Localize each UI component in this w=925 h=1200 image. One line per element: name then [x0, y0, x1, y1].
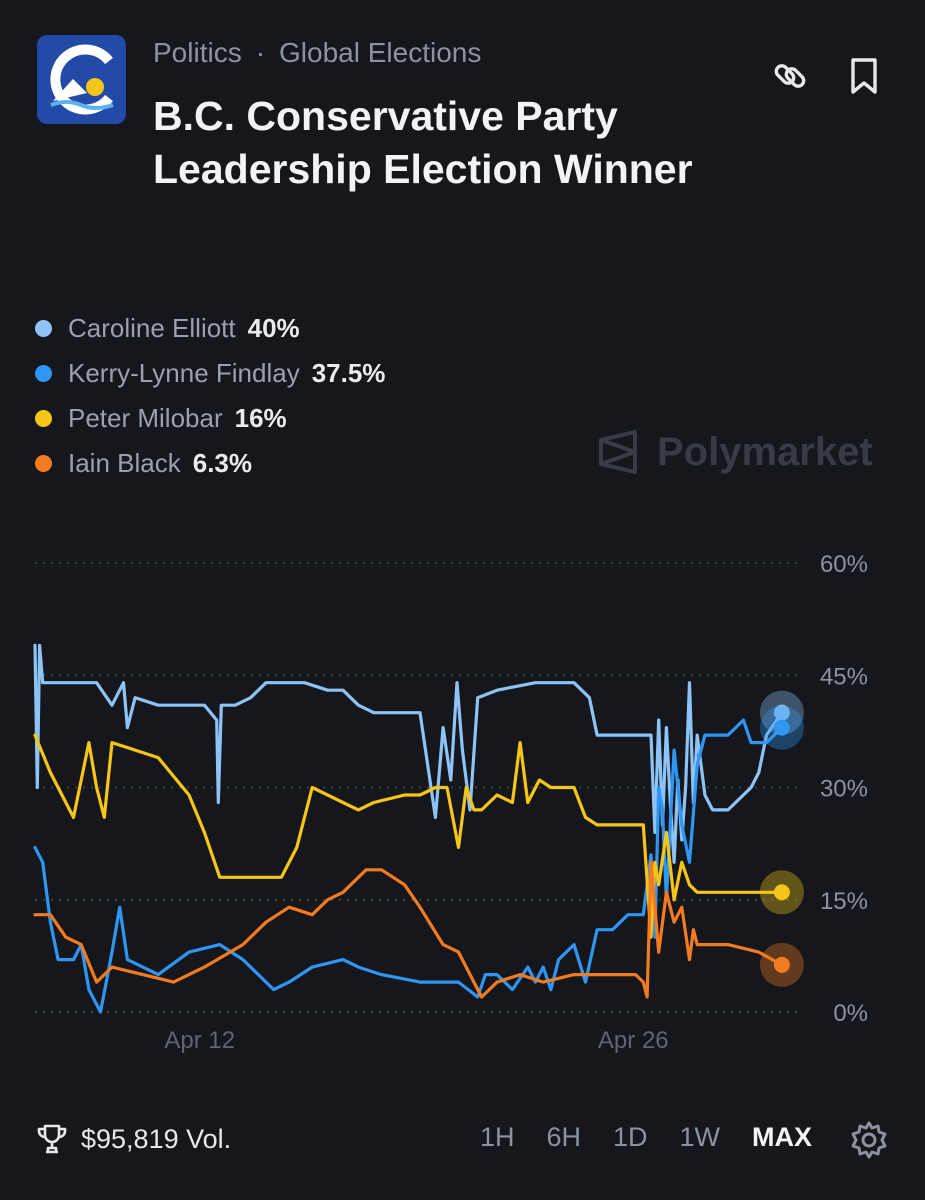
legend-percent: 16% — [234, 403, 287, 433]
legend-percent: 40% — [247, 313, 300, 343]
series-end-marker — [773, 956, 790, 973]
series-end-marker — [773, 704, 790, 721]
volume-info: $95,819 Vol. — [35, 1122, 231, 1156]
polymarket-logo-icon — [599, 430, 637, 474]
series-line-kerry-lynne-findlay[interactable] — [33, 718, 784, 1014]
breadcrumb: Politics · Global Elections — [153, 36, 481, 70]
x-tick-label: Apr 26 — [598, 1027, 669, 1054]
legend-name: Kerry-Lynne Findlay — [68, 358, 300, 388]
range-6h-button[interactable]: 6H — [546, 1122, 581, 1152]
gear-icon[interactable] — [849, 1120, 889, 1160]
legend-percent: 37.5% — [311, 358, 386, 388]
y-tick-label: 30% — [820, 776, 868, 803]
series-end-marker — [773, 719, 790, 736]
link-icon[interactable] — [768, 54, 812, 98]
series-line-caroline-elliott[interactable] — [33, 643, 784, 864]
y-tick-label: 0% — [833, 1000, 868, 1027]
polymarket-watermark: Polymarket — [595, 428, 873, 476]
range-1h-button[interactable]: 1H — [479, 1122, 515, 1152]
series-line-peter-milobar[interactable] — [33, 733, 784, 939]
series-line-iain-black[interactable] — [33, 860, 784, 999]
legend-item-peter-milobar[interactable]: Peter Milobar 16% — [35, 396, 385, 441]
y-tick-label: 45% — [820, 663, 868, 690]
legend-percent: 6.3% — [192, 448, 252, 478]
chart-legend: Caroline Elliott 40% Kerry-Lynne Findlay… — [35, 306, 385, 486]
y-tick-label: 15% — [820, 888, 868, 915]
breadcrumb-subcategory[interactable]: Global Elections — [279, 37, 482, 68]
legend-item-iain-black[interactable]: Iain Black 6.3% — [35, 441, 385, 486]
page-title: B.C. Conservative Party Leadership Elect… — [153, 93, 693, 192]
legend-dot — [35, 365, 52, 382]
legend-name: Peter Milobar — [68, 403, 223, 433]
market-logo — [37, 35, 126, 124]
y-tick-label: 60% — [820, 551, 868, 578]
chart-footer: $95,819 Vol. 1H 6H 1D 1W MAX — [0, 1112, 925, 1168]
series-end-marker — [773, 884, 790, 901]
time-range-selector: 1H 6H 1D 1W MAX — [480, 1122, 812, 1153]
legend-item-caroline-elliott[interactable]: Caroline Elliott 40% — [35, 306, 385, 351]
bookmark-icon[interactable] — [842, 54, 886, 98]
breadcrumb-separator: · — [255, 37, 266, 68]
range-1d-button[interactable]: 1D — [612, 1122, 648, 1152]
legend-name: Caroline Elliott — [68, 313, 236, 343]
watermark-text: Polymarket — [657, 429, 873, 474]
range-1w-button[interactable]: 1W — [679, 1122, 721, 1152]
trophy-icon — [37, 1124, 67, 1154]
breadcrumb-category[interactable]: Politics — [153, 37, 242, 68]
legend-dot — [35, 320, 52, 337]
volume-text: $95,819 Vol. — [81, 1123, 232, 1154]
legend-dot — [35, 410, 52, 427]
legend-name: Iain Black — [68, 448, 181, 478]
price-history-chart[interactable]: 60% 45% 30% 15% 0% Apr 12 Apr 26 — [0, 540, 925, 1060]
legend-dot — [35, 455, 52, 472]
range-max-button[interactable]: MAX — [752, 1122, 812, 1152]
legend-item-kerry-lynne-findlay[interactable]: Kerry-Lynne Findlay 37.5% — [35, 351, 385, 396]
x-tick-label: Apr 12 — [164, 1027, 235, 1054]
